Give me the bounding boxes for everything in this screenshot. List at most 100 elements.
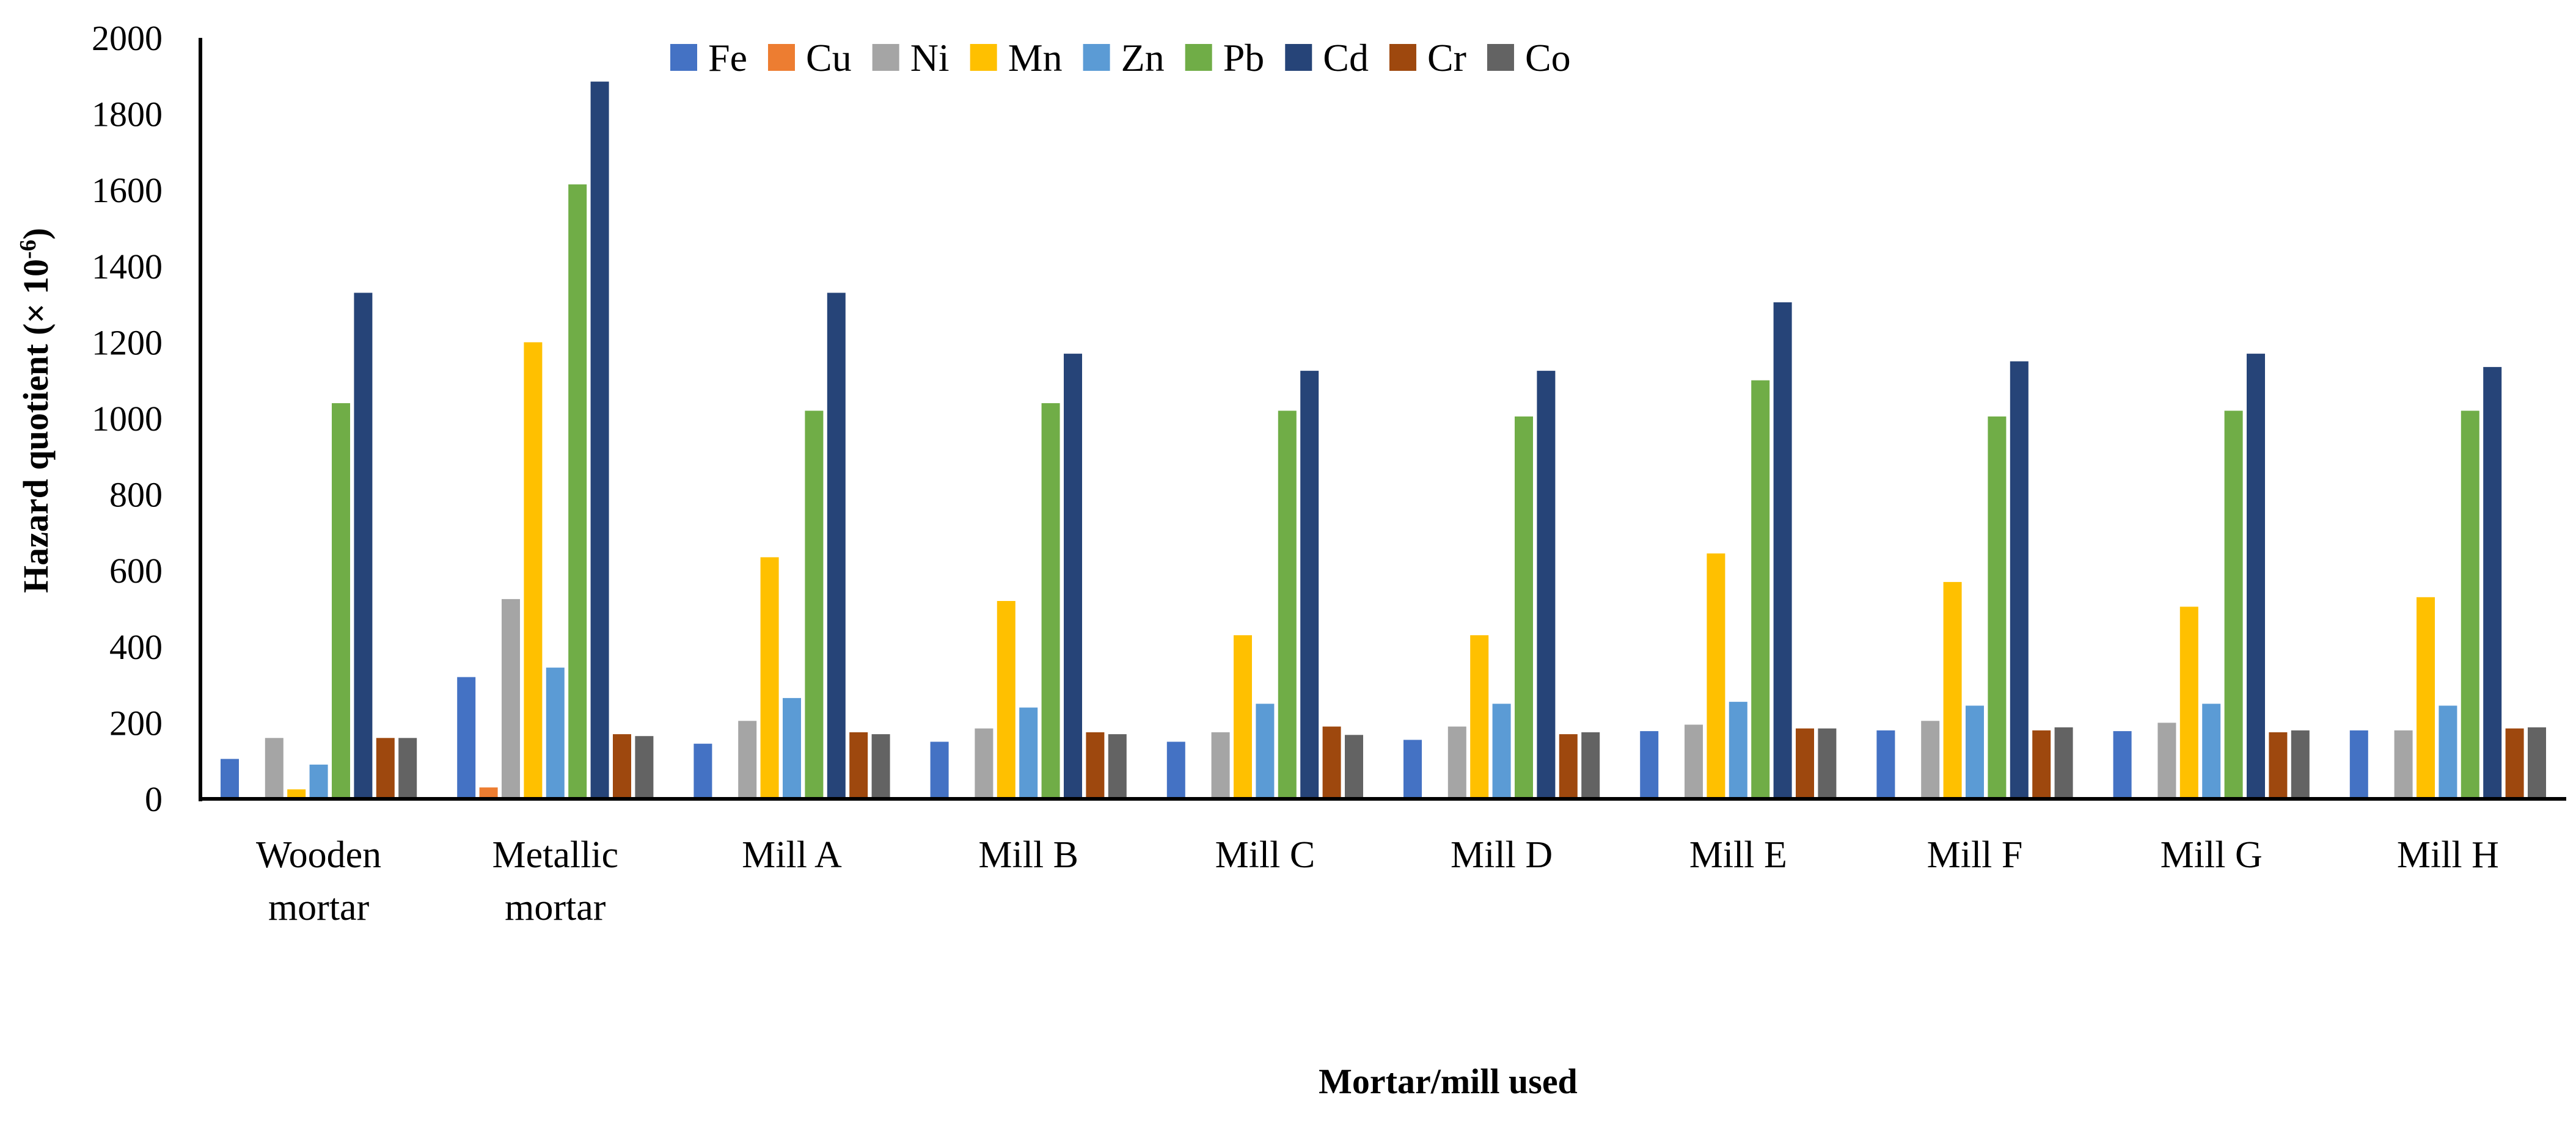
x-category-labels: Wooden mortar Metallic mortar Mill A Mill B Mi… (256, 834, 2499, 928)
bar-cd (1064, 354, 1082, 799)
x-category-label-line: mortar (268, 887, 370, 928)
x-category-label-line: Mill C (1215, 834, 1315, 876)
bar-cr (849, 732, 868, 799)
bar-ni (1921, 721, 1940, 799)
bar-co (398, 738, 417, 799)
legend-swatch (1185, 44, 1212, 71)
legend-item-cr: Cr (1389, 36, 1466, 79)
bar-pb (2461, 410, 2479, 799)
x-category-label-line: Mill F (1927, 834, 2023, 876)
bar-cu (479, 787, 498, 799)
x-category-label: Mill D (1451, 834, 1553, 876)
bar-ni (975, 728, 993, 799)
bar-mn (524, 342, 543, 799)
y-tick-labels: 0 200 400 600 800 1000 1200 1400 1600 1800 2000 (92, 18, 163, 819)
x-category-label: Mill B (978, 834, 1078, 876)
bar-ni (1211, 732, 1230, 799)
y-tick-label: 2000 (92, 18, 163, 58)
bar-co (1581, 732, 1600, 799)
bar-zn (2202, 704, 2221, 799)
legend-swatch (1083, 44, 1110, 71)
bar-cd (1773, 302, 1792, 799)
bar-fe (930, 741, 949, 799)
bar-fe (221, 759, 239, 799)
bar-co (635, 736, 654, 799)
x-category-label-line: Mill A (742, 834, 842, 876)
bar-fe (1876, 730, 1895, 799)
legend-item-pb: Pb (1185, 36, 1265, 79)
bar-zn (1256, 704, 1275, 799)
bar-fe (2349, 730, 2368, 799)
legend-item-co: Co (1487, 36, 1571, 79)
legend-label: Fe (708, 36, 747, 79)
bar-fe (2113, 731, 2132, 799)
bar-co (2291, 730, 2310, 799)
bar-co (1345, 735, 1363, 799)
x-axis-title: Mortar/mill used (1319, 1061, 1578, 1101)
bar-ni (1685, 724, 1703, 799)
bar-mn (1943, 581, 1962, 799)
legend-swatch (768, 44, 795, 71)
x-category-label-line: Mill B (978, 834, 1078, 876)
y-tick-label: 1000 (92, 399, 163, 439)
x-category-label: Metallic mortar (492, 834, 619, 928)
bar-co (2528, 727, 2546, 799)
bar-mn (287, 789, 306, 799)
bar-mn (760, 557, 779, 799)
bar-mn (1707, 553, 1725, 799)
legend-label: Cd (1323, 36, 1369, 79)
legend-item-ni: Ni (872, 36, 950, 79)
y-axis-title-main: Hazard quotient (× 10 (16, 259, 56, 593)
y-tick-label: 1800 (92, 95, 163, 134)
legend-swatch (1389, 44, 1416, 71)
bar-cr (376, 738, 395, 799)
bar-pb (2224, 410, 2243, 799)
legend-swatch (1285, 44, 1312, 71)
legend-label: Ni (910, 36, 950, 79)
y-tick-label: 1600 (92, 170, 163, 210)
bar-pb (1751, 380, 1770, 799)
y-tick-label: 600 (109, 551, 163, 591)
bar-ni (265, 738, 284, 799)
bar-pb (1041, 403, 1060, 799)
bar-mn (1234, 635, 1252, 799)
bar-zn (783, 697, 801, 799)
bar-cr (2269, 732, 2288, 799)
x-category-label: Mill H (2397, 834, 2499, 876)
legend-item-fe: Fe (670, 36, 747, 79)
bar-ni (2157, 723, 2176, 799)
bar-co (2054, 727, 2073, 799)
legend-swatch (670, 44, 697, 71)
bar-mn (2179, 606, 2198, 799)
bar-co (1108, 734, 1127, 799)
y-tick-label: 200 (109, 703, 163, 743)
legend-label: Cr (1427, 36, 1466, 79)
bar-pb (332, 403, 350, 799)
legend-item-zn: Zn (1083, 36, 1165, 79)
x-category-label-line: Mill D (1451, 834, 1553, 876)
bar-cd (2483, 366, 2502, 799)
legend-label: Pb (1223, 36, 1265, 79)
legend-swatch (1487, 44, 1514, 71)
bars-layer (221, 81, 2546, 799)
y-axis-title-suffix: ) (16, 228, 56, 239)
bar-cd (354, 293, 373, 799)
bar-co (871, 734, 890, 799)
bar-fe (1640, 731, 1659, 799)
legend-swatch (970, 44, 997, 71)
bar-cr (1796, 728, 1814, 799)
x-category-label: Mill E (1689, 834, 1787, 876)
bar-cr (2032, 730, 2051, 799)
bar-fe (693, 743, 712, 799)
bar-pb (1515, 416, 1533, 799)
bar-cd (827, 293, 846, 799)
y-tick-label: 0 (145, 779, 163, 819)
bar-cr (2505, 728, 2524, 799)
bar-fe (1403, 740, 1422, 799)
legend-item-cd: Cd (1285, 36, 1369, 79)
bar-cd (1300, 371, 1319, 799)
legend-label: Co (1525, 36, 1571, 79)
bar-fe (457, 677, 476, 799)
legend: Fe Cu Ni Mn Zn Pb Cd Cr Co (670, 36, 1571, 79)
